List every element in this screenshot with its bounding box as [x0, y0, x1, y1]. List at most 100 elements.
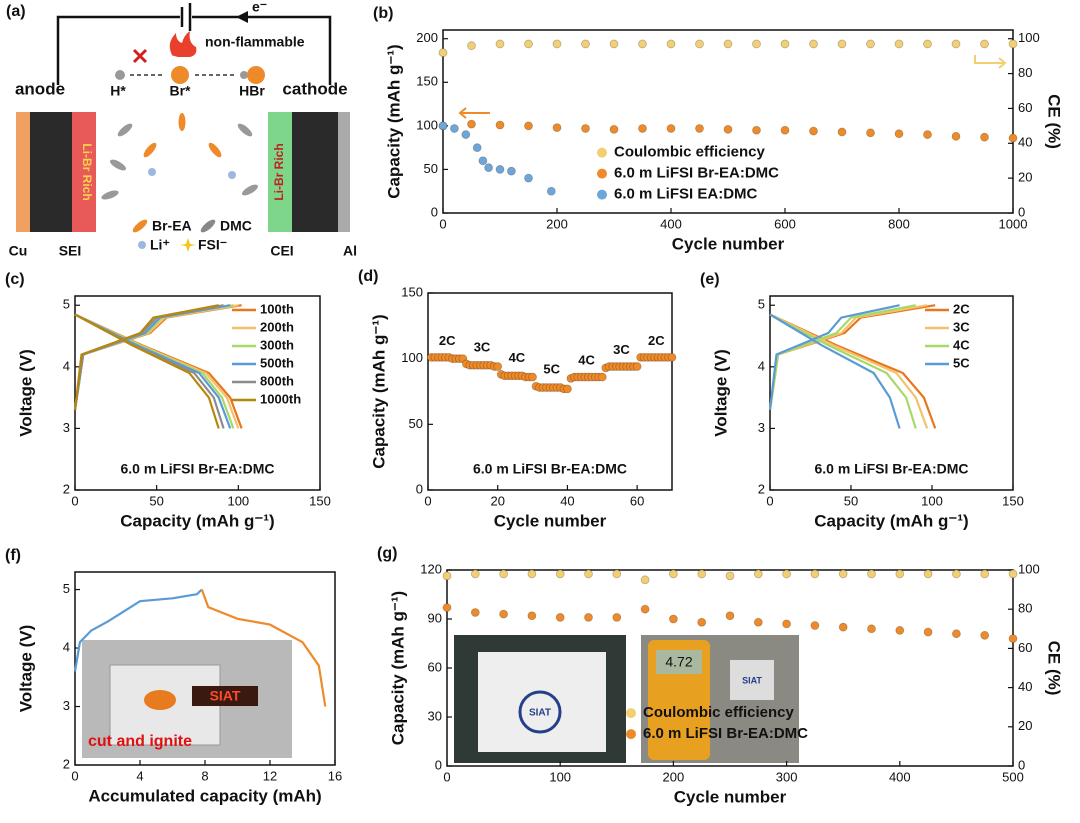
x-tick-label: 16 [328, 768, 342, 783]
y-tick-label: 2 [63, 756, 70, 771]
sei-layer [72, 112, 96, 232]
data-point [980, 39, 989, 49]
x-tick-label: 0 [71, 768, 78, 783]
x-tick-label: 150 [1002, 493, 1024, 508]
y2-tick-label: 60 [1018, 640, 1032, 655]
sei-rich: Li-Br Rich [80, 143, 94, 200]
cei-layer [268, 112, 292, 232]
data-point [1008, 569, 1018, 579]
annotation: 6.0 m LiFSI Br-EA:DMC [814, 461, 968, 477]
display [656, 650, 702, 674]
y2-tick-label: 20 [1018, 718, 1032, 733]
data-point [638, 124, 647, 133]
y2-tick-label: 40 [1018, 135, 1032, 150]
data-point [555, 612, 565, 622]
y-tick-label: 120 [420, 561, 442, 576]
data-point [867, 569, 876, 579]
cathode-label: cathode [282, 79, 347, 98]
data-point [923, 39, 932, 49]
x-tick-label: 50 [844, 493, 858, 508]
x-tick-label: 4 [136, 768, 143, 783]
y-tick-label: 3 [63, 420, 70, 435]
legend-swatch [597, 147, 607, 158]
y-tick-label: 3 [63, 698, 70, 713]
data-point [725, 571, 735, 581]
data-point [609, 124, 619, 134]
y-tick-label: 200 [416, 30, 438, 45]
y-tick-label: 30 [428, 708, 442, 723]
annotation: 6.0 m LiFSI Br-EA:DMC [473, 461, 627, 477]
chart: (g)0 100 200 300 400 500030609012002040608010… [377, 545, 1064, 806]
x-tick-label: 12 [263, 768, 277, 783]
data-point [980, 132, 989, 142]
y2-axis-label: CE (%) [1045, 94, 1064, 149]
data-point [923, 627, 933, 637]
data-point [467, 119, 476, 129]
anode-material [30, 112, 72, 232]
data-point [438, 121, 448, 131]
data-point [782, 619, 791, 629]
sei-label: SEI [59, 243, 82, 259]
flame [144, 690, 176, 710]
plot-frame [769, 295, 1014, 491]
y-tick-label: 0 [431, 204, 438, 219]
x-tick-label: 800 [888, 216, 910, 231]
y-axis-label: Voltage (V) [16, 625, 35, 713]
data-point [894, 39, 904, 49]
cei-rich: Li-Br Rich [272, 143, 286, 200]
y-tick-label: 4 [758, 358, 765, 373]
y2-axis-label: CE (%) [1045, 641, 1064, 696]
legend-label: 200th [260, 319, 294, 334]
data-point [752, 125, 761, 135]
axis-arrow [974, 55, 1007, 69]
data-point [752, 39, 761, 49]
cathode-material [292, 112, 340, 232]
dmc-label: DMC [220, 218, 252, 234]
x-axis-label: Cycle number [674, 787, 787, 806]
photo-text: SIAT [210, 688, 241, 704]
data-point [461, 130, 471, 139]
data-point [493, 362, 503, 371]
data-point [723, 124, 733, 134]
data-point [472, 143, 482, 153]
legend-swatch [626, 729, 636, 740]
data-point [581, 39, 590, 49]
segment-label: 2C [648, 333, 665, 348]
y2-tick-label: 40 [1018, 679, 1032, 694]
data-point [527, 569, 537, 579]
legend-label: 100th [260, 301, 294, 316]
data-point [810, 621, 820, 630]
panel-label: (e) [700, 271, 720, 288]
chart: (f) 0 4 8 12 16 2 3 4 5 Accumulated capacity (mAh)… [5, 547, 342, 805]
y-tick-label: 4 [63, 639, 70, 654]
cu-label: Cu [9, 243, 28, 259]
data-point [866, 39, 875, 49]
hbr [240, 71, 248, 79]
plot-frame [74, 295, 321, 491]
data-point [1008, 634, 1018, 643]
data-point [470, 608, 480, 617]
x-tick-label: 400 [660, 216, 682, 231]
data-point [894, 129, 904, 139]
legend-label: 3C [953, 319, 970, 334]
data-point [667, 352, 677, 362]
x-tick-label: 100 [549, 769, 571, 784]
legend-swatch [132, 219, 148, 233]
segment-label: 3C [613, 342, 630, 357]
legend-swatch [597, 189, 607, 200]
data-point [695, 39, 704, 49]
data-point [495, 120, 505, 130]
panel-label: (b) [373, 5, 393, 22]
photo-ignite: SIAT cut and ignite [82, 640, 292, 758]
panel-label: (d) [358, 268, 378, 285]
photo-pouch: SIAT [454, 635, 626, 763]
li-ion [148, 168, 156, 176]
x-tick-label: 0 [443, 769, 450, 784]
data-point [499, 609, 509, 619]
data-point [666, 39, 676, 49]
data-point [470, 569, 480, 579]
data-point [546, 186, 556, 196]
y2-tick-label: 0 [1018, 757, 1025, 772]
y-tick-label: 4 [63, 358, 70, 373]
chart: (b)0 200 400 600 800 100005010015020002040608… [373, 5, 1064, 253]
